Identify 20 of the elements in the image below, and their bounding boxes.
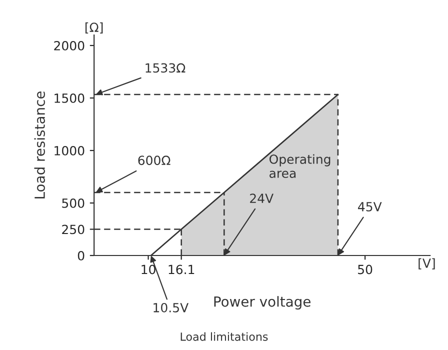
- text: [V]: [418, 258, 435, 270]
- y-tick-label: 0: [78, 250, 84, 260]
- x-tick-label: 16.1: [168, 264, 194, 274]
- annotation: 24V: [250, 194, 274, 203]
- annotation: 45V: [358, 202, 382, 212]
- annotation: Operating area: [270, 154, 330, 178]
- annotation: 10.5V: [154, 302, 189, 312]
- annotation: 600Ω: [138, 156, 170, 166]
- text: [Ω]: [86, 22, 103, 34]
- y-tick-label: 250: [62, 224, 84, 234]
- y-tick-label: 1500: [54, 93, 84, 103]
- y-tick-label: 1000: [54, 146, 84, 156]
- annotation: 1533Ω: [146, 63, 186, 73]
- y-tick-label: 500: [62, 198, 84, 208]
- x-tick-label: 50: [358, 264, 372, 274]
- y-axis-title: Load resistance: [34, 92, 45, 198]
- x-axis-title: Power voltage: [214, 296, 310, 310]
- text: Load limitations: [180, 332, 268, 341]
- y-tick-label: 2000: [54, 40, 84, 50]
- x-tick-label: 10: [142, 264, 156, 274]
